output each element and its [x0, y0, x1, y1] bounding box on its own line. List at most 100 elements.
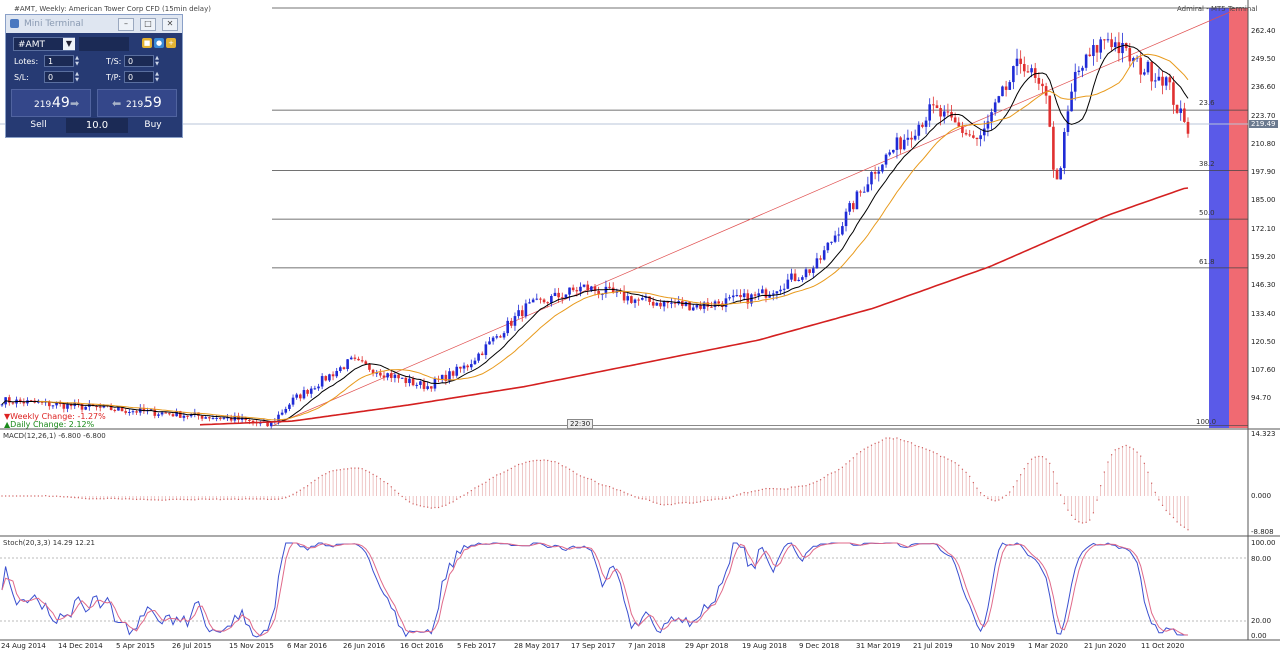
macd-signal-dot	[197, 498, 200, 500]
symbol-info-field	[79, 37, 129, 51]
sl-input[interactable]: 0	[44, 71, 74, 83]
candle-body	[349, 357, 353, 360]
lot-size-input[interactable]: 10.0	[66, 118, 128, 133]
candle-body	[466, 365, 469, 368]
sl-stepper[interactable]: ▲ ▼	[75, 71, 79, 83]
date-tick: 10 Nov 2019	[970, 642, 1015, 650]
date-tick: 5 Feb 2017	[457, 642, 497, 650]
tp-stepper[interactable]: ▲ ▼	[155, 71, 159, 83]
mini-terminal-window[interactable]: Mini Terminal – □ ✕ #AMT ▼ ■ ● + Lotes: …	[5, 14, 183, 138]
macd-signal-dot	[681, 502, 683, 504]
candle-body	[582, 284, 586, 287]
macd-signal-dot	[1041, 456, 1044, 458]
candle-body	[393, 374, 397, 378]
lots-input[interactable]: 1	[44, 55, 74, 67]
candle-body	[397, 374, 400, 379]
macd-signal-dot	[325, 473, 327, 475]
close-icon[interactable]: ✕	[162, 18, 178, 31]
candle-body	[986, 121, 990, 129]
macd-signal-dot	[372, 473, 374, 476]
candle-body	[648, 296, 651, 302]
macd-signal-dot	[1158, 499, 1160, 501]
macd-signal-dot	[5, 495, 7, 497]
lots-stepper[interactable]: ▲ ▼	[75, 55, 79, 67]
macd-signal-dot	[499, 473, 502, 475]
macd-signal-dot	[612, 487, 614, 489]
macd-signal-dot	[456, 498, 458, 500]
macd-signal-dot	[172, 498, 174, 500]
candle-body	[786, 279, 790, 289]
macd-signal-dot	[168, 498, 170, 501]
candle-body	[921, 124, 924, 127]
candle-body	[571, 287, 575, 291]
macd-signal-dot	[674, 503, 676, 505]
macd-signal-dot	[1172, 517, 1175, 519]
sell-price-button[interactable]: 219. 49 ➡	[11, 89, 91, 117]
candle-body	[499, 336, 502, 338]
macd-signal-dot	[725, 497, 727, 500]
buy-button[interactable]: Buy	[144, 120, 162, 130]
sell-button[interactable]: Sell	[30, 120, 47, 130]
macd-signal-dot	[427, 506, 429, 508]
macd-signal-dot	[798, 485, 800, 487]
macd-signal-dot	[867, 446, 869, 448]
macd-signal-dot	[838, 468, 840, 471]
settings-icon[interactable]: ●	[154, 38, 164, 48]
macd-signal-dot	[248, 498, 250, 500]
macd-signal-dot	[648, 499, 651, 502]
macd-signal-dot	[165, 499, 167, 501]
macd-signal-dot	[809, 483, 811, 485]
price-tick: 236.60	[1251, 83, 1276, 91]
lock-icon[interactable]: ■	[142, 38, 152, 48]
candle-body	[1121, 43, 1124, 54]
macd-signal-dot	[223, 498, 225, 500]
candle-body	[1044, 86, 1048, 96]
candle-body	[335, 370, 338, 377]
macd-signal-dot	[1121, 446, 1124, 448]
candle-body	[626, 296, 630, 301]
macd-signal-dot	[929, 449, 931, 452]
macd-signal-dot	[274, 498, 276, 500]
macd-signal-dot	[899, 439, 902, 441]
mini-terminal-titlebar[interactable]: Mini Terminal – □ ✕	[6, 15, 182, 33]
macd-signal-dot	[467, 492, 469, 494]
candle-body	[186, 415, 189, 417]
candle-body	[411, 378, 415, 386]
macd-signal-dot	[347, 468, 349, 470]
macd-signal-dot	[430, 507, 432, 509]
candle-body	[455, 366, 459, 376]
candle-body	[531, 299, 535, 303]
macd-signal-dot	[434, 506, 436, 509]
candle-body	[291, 397, 295, 405]
candle-body	[98, 406, 102, 408]
chevron-down-icon[interactable]: ▼	[63, 38, 75, 50]
macd-signal-dot	[932, 451, 934, 453]
tp-input[interactable]: 0	[124, 71, 154, 83]
macd-signal-dot	[943, 456, 945, 458]
ts-stepper[interactable]: ▲ ▼	[155, 55, 159, 67]
broker-label: Admiral - MT5 Terminal	[1177, 5, 1258, 13]
stoch-main-line	[1, 542, 1188, 638]
macd-signal-dot	[397, 492, 400, 494]
candle-body	[1161, 76, 1164, 86]
arrow-right-icon: ➡	[70, 97, 80, 110]
macd-signal-dot	[459, 496, 461, 498]
blue-time-band	[1209, 8, 1229, 428]
buy-price-button[interactable]: ⬅ 219. 59	[97, 89, 177, 117]
minimize-icon[interactable]: –	[118, 18, 134, 31]
daily-change: ▲Daily Change: 2.12%	[4, 420, 95, 429]
candle-body	[1186, 121, 1190, 134]
candle-body	[357, 358, 360, 361]
date-tick: 28 May 2017	[514, 642, 560, 650]
macd-signal-dot	[263, 498, 265, 500]
add-icon[interactable]: +	[166, 38, 176, 48]
current-price-tag: 219.49	[1249, 120, 1278, 128]
sell-price-big: 49	[52, 95, 70, 111]
candle-body	[1092, 45, 1095, 57]
maximize-icon[interactable]: □	[140, 18, 156, 31]
macd-signal-dot	[1034, 456, 1036, 458]
macd-signal-dot	[252, 498, 254, 500]
tp-label: T/P:	[106, 73, 122, 82]
ts-input[interactable]: 0	[124, 55, 154, 67]
